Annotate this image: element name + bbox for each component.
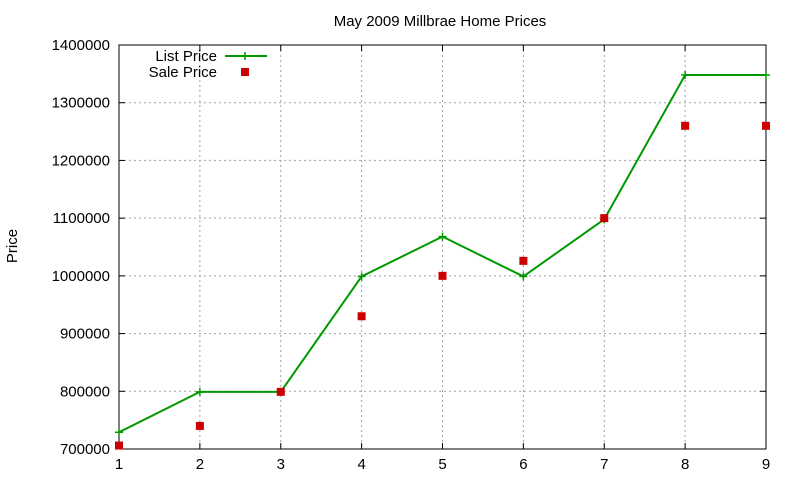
sale-price-point <box>519 256 528 265</box>
series-layer <box>115 71 770 450</box>
x-tick-label: 6 <box>519 456 527 473</box>
sale-price-series <box>115 121 770 450</box>
legend-item-list-price: List Price <box>155 48 267 65</box>
list-price-point <box>195 387 204 396</box>
sale-price-point <box>357 312 366 321</box>
x-tick-label: 8 <box>681 456 689 473</box>
chart-title: May 2009 Millbrae Home Prices <box>334 13 547 30</box>
list-price-line <box>118 74 766 434</box>
list-price-point <box>762 71 770 80</box>
list-price-point <box>681 71 690 80</box>
x-tick-label: 5 <box>438 456 446 473</box>
y-axis-label: Price <box>4 229 21 263</box>
sale-price-point <box>276 387 285 396</box>
legend-swatch-marker <box>241 52 249 60</box>
axes: 1 2 3 4 5 6 7 8 9 700000 800000 900000 1000000 110000… <box>52 37 771 473</box>
list-price-point <box>519 272 528 281</box>
sale-price-point <box>115 441 123 450</box>
y-tick-label: 1200000 <box>52 152 110 169</box>
legend-label: List Price <box>155 48 217 65</box>
y-tick-label: 1100000 <box>53 210 110 227</box>
x-tick-label: 4 <box>357 456 365 473</box>
list-price-point <box>438 232 447 241</box>
legend-label: Sale Price <box>149 64 217 81</box>
y-tick-label: 1400000 <box>52 37 110 54</box>
sale-price-point <box>438 271 447 280</box>
sale-price-point <box>762 121 770 130</box>
y-tick-label: 800000 <box>60 383 110 400</box>
legend-swatch-marker <box>241 68 249 76</box>
x-tick-label: 2 <box>196 456 204 473</box>
y-tick-label: 1000000 <box>52 268 110 285</box>
sale-price-point <box>600 214 609 223</box>
list-price-point <box>115 428 123 437</box>
y-tick-label: 900000 <box>60 326 110 343</box>
sale-price-point <box>195 421 204 430</box>
list-price-point <box>357 272 366 281</box>
x-tick-label: 7 <box>600 456 608 473</box>
y-tick-label: 1300000 <box>52 95 110 112</box>
x-tick-label: 1 <box>115 456 123 473</box>
legend-item-sale-price: Sale Price <box>149 64 249 81</box>
sale-price-point <box>681 121 690 130</box>
y-tick-label: 700000 <box>60 441 110 458</box>
x-tick-label: 9 <box>762 456 770 473</box>
x-tick-label: 3 <box>277 456 285 473</box>
